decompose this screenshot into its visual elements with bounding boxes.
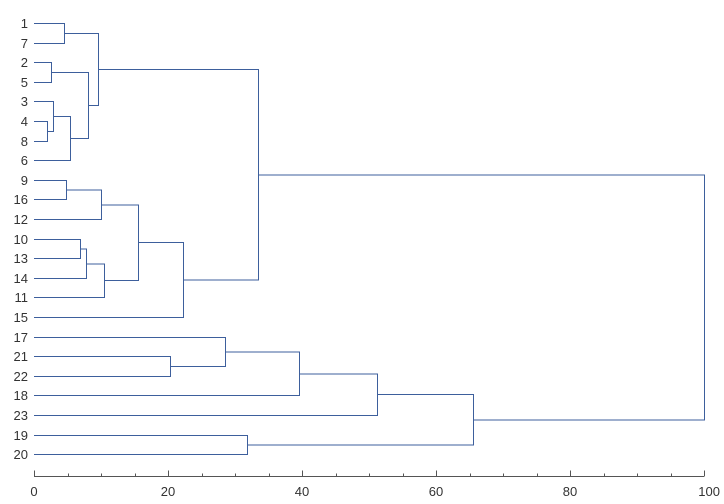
- leaf-label-7: 7: [21, 36, 28, 51]
- branch-c11: [34, 248, 87, 279]
- x-tick-label: 0: [30, 484, 37, 499]
- leaf-label-16: 16: [14, 192, 28, 207]
- leaf-label-14: 14: [14, 271, 28, 286]
- leaf-label-19: 19: [14, 428, 28, 443]
- leaf-label-22: 22: [14, 369, 28, 384]
- leaf-label-15: 15: [14, 310, 28, 325]
- branch-c14: [34, 242, 184, 318]
- leaf-label-1: 1: [21, 16, 28, 31]
- branch-c19: [34, 373, 378, 416]
- x-tick-label: 60: [429, 484, 443, 499]
- branch-c18: [34, 351, 300, 396]
- branch-c9: [34, 189, 102, 220]
- leaf-label-8: 8: [21, 134, 28, 149]
- branch-c22: [258, 174, 705, 421]
- branch-c3: [34, 121, 48, 142]
- branch-c5: [34, 116, 71, 161]
- leaf-label-12: 12: [14, 212, 28, 227]
- branch-c12: [34, 263, 105, 298]
- leaf-label-4: 4: [21, 114, 28, 129]
- leaf-label-13: 13: [14, 251, 28, 266]
- leaf-label-18: 18: [14, 388, 28, 403]
- x-tick-label: 40: [295, 484, 309, 499]
- leaf-label-6: 6: [21, 153, 28, 168]
- leaf-label-21: 21: [14, 349, 28, 364]
- branch-c16: [34, 356, 171, 377]
- branch-c4: [34, 101, 54, 132]
- x-tick-label: 20: [161, 484, 175, 499]
- branch-c20: [34, 435, 248, 455]
- leaf-label-11: 11: [15, 290, 29, 305]
- branch-c17: [34, 337, 226, 367]
- x-tick-label: 80: [563, 484, 577, 499]
- x-axis: 0 20 40 60 80 100: [30, 470, 720, 499]
- branch-c7: [64, 33, 99, 106]
- leaf-label-23: 23: [14, 408, 28, 423]
- leaf-label-2: 2: [21, 55, 28, 70]
- branch-c1: [34, 23, 65, 44]
- leaf-label-10: 10: [14, 232, 28, 247]
- leaf-label-9: 9: [21, 173, 28, 188]
- leaf-label-20: 20: [14, 447, 28, 462]
- branches: [34, 23, 705, 455]
- x-tick-label: 100: [698, 484, 720, 499]
- branch-c2: [34, 62, 52, 83]
- branch-c10: [34, 239, 81, 259]
- branch-c13: [101, 204, 139, 282]
- leaf-label-3: 3: [21, 94, 28, 109]
- branch-c21: [247, 394, 474, 446]
- leaf-label-17: 17: [14, 330, 28, 345]
- branch-c8: [34, 180, 67, 200]
- leaf-label-5: 5: [21, 75, 28, 90]
- branch-c15: [98, 69, 259, 281]
